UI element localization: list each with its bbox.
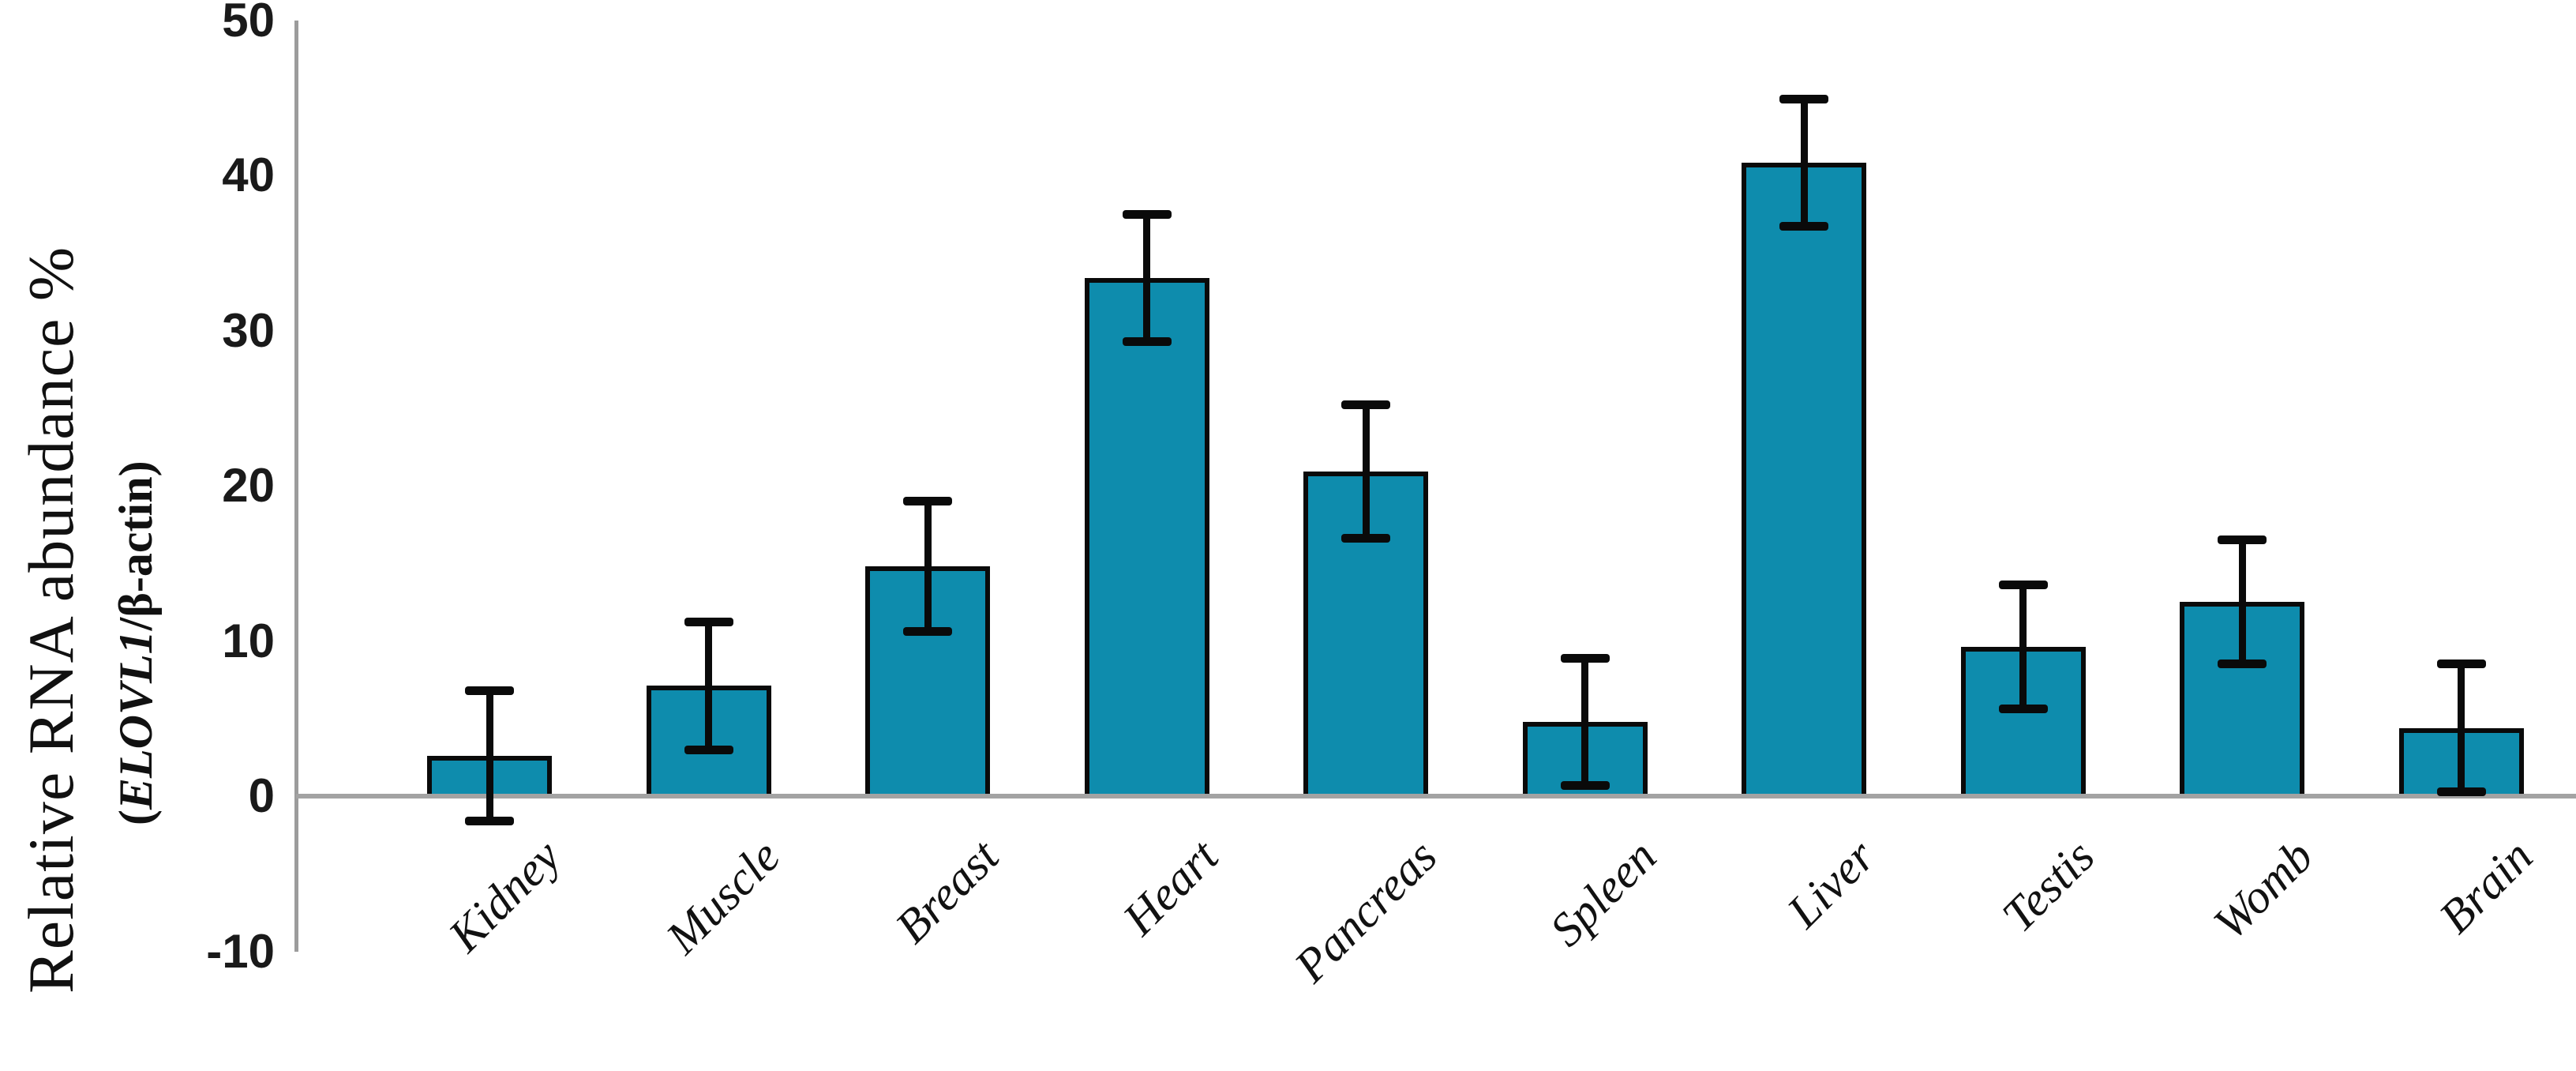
error-bar-line: [2458, 663, 2465, 792]
y-tick-label: 40: [222, 148, 275, 201]
x-tick-label-brain: Brain: [2428, 829, 2542, 944]
error-bar-cap-top: [1122, 209, 1172, 219]
y-tick-label: 0: [248, 769, 275, 822]
error-bar-line: [1800, 99, 1808, 227]
error-bar-line: [1581, 658, 1588, 786]
error-bar-cap-top: [1779, 95, 1828, 104]
error-bar-cap-bottom: [1341, 534, 1390, 543]
error-bar-cap-bottom: [1998, 705, 2048, 714]
error-bar-line: [486, 690, 493, 821]
x-axis-baseline: [296, 794, 2576, 799]
x-tick-label-testis: Testis: [1992, 829, 2104, 942]
x-tick-label-breast: Breast: [885, 829, 1009, 953]
gene-name-elovl1: ELOVL1: [110, 630, 162, 810]
error-bar-cap-bottom: [684, 745, 733, 754]
y-tick-label: -10: [206, 924, 275, 978]
x-tick-label-spleen: Spleen: [1539, 829, 1666, 956]
error-bar-cap-top: [2218, 536, 2267, 545]
error-bar-cap-bottom: [465, 816, 514, 825]
error-bar-cap-top: [465, 686, 514, 695]
bar-liver: [1742, 163, 1866, 796]
y-tick-label: 30: [222, 303, 275, 357]
error-bar-cap-top: [903, 497, 952, 506]
error-bar-cap-bottom: [1122, 336, 1172, 346]
error-bar-line: [705, 622, 712, 750]
x-tick-label-womb: Womb: [2203, 829, 2323, 949]
x-tick-label-liver: Liver: [1777, 829, 1885, 938]
bar-heart: [1084, 277, 1209, 796]
y-axis-title: Relative RNA abundance %: [15, 246, 87, 994]
error-bar-cap-top: [1341, 400, 1390, 410]
error-bar-line: [2019, 584, 2027, 709]
x-tick-label-kidney: Kidney: [438, 829, 571, 962]
error-bar-cap-bottom: [903, 627, 952, 637]
x-tick-label-muscle: Muscle: [655, 829, 789, 964]
error-bar-cap-bottom: [2218, 660, 2267, 669]
y-tick-label: 50: [222, 0, 275, 47]
y-axis-subtitle-suffix: /β-actin): [110, 460, 162, 631]
error-bar-cap-bottom: [1560, 780, 1610, 790]
error-bar-cap-top: [684, 618, 733, 627]
error-bar-line: [924, 501, 932, 632]
error-bar-cap-top: [1560, 653, 1610, 663]
error-bar-cap-bottom: [1779, 222, 1828, 231]
y-tick-label: 20: [222, 459, 275, 512]
y-axis-line: [294, 20, 298, 952]
y-tick-label: 10: [222, 614, 275, 667]
y-axis-subtitle: (ELOVL1/β-actin): [109, 460, 163, 825]
y-axis-subtitle-prefix: (: [110, 810, 162, 825]
error-bar-line: [1143, 214, 1150, 342]
error-bar-cap-top: [1998, 581, 2048, 590]
error-bar-cap-top: [2436, 660, 2486, 669]
x-tick-label-pancreas: Pancreas: [1284, 829, 1447, 993]
error-bar-line: [1362, 404, 1370, 539]
x-tick-label-heart: Heart: [1112, 829, 1228, 945]
error-bar-line: [2238, 539, 2246, 664]
error-bar-cap-bottom: [2436, 787, 2486, 796]
